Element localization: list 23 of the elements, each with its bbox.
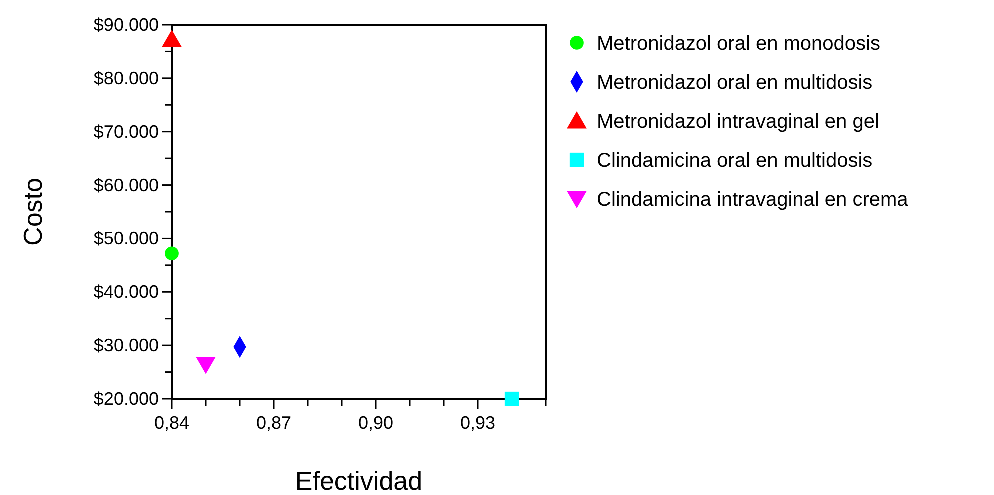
x-tick-label: 0,90 — [358, 413, 394, 433]
legend-label: Metronidazol oral en monodosis — [597, 33, 880, 55]
x-axis-title: Efectividad — [295, 466, 423, 495]
legend-label: Clindamicina intravaginal en crema — [597, 189, 910, 211]
point — [504, 392, 520, 406]
y-tick-label: $20.000 — [94, 389, 159, 409]
legend-label: Clindamicina oral en multidosis — [597, 150, 873, 172]
y-tick-label: $80.000 — [94, 68, 159, 88]
y-tick-label: $90.000 — [94, 15, 159, 35]
y-tick-label: $60.000 — [94, 175, 159, 196]
x-tick-label: 0,93 — [460, 413, 496, 433]
y-tick-label: $70.000 — [94, 122, 159, 142]
y-tick-label: $40.000 — [94, 282, 159, 302]
y-axis-title: Costo — [18, 178, 48, 246]
point — [165, 246, 179, 261]
point — [162, 30, 182, 48]
x-tick-label: 0,84 — [154, 413, 190, 433]
point — [196, 357, 216, 374]
legend-label: Metronidazol oral en multidosis — [597, 72, 873, 94]
y-tick-label: $50.000 — [94, 228, 159, 249]
y-tick-label: $30.000 — [94, 336, 159, 356]
x-tick-label: 0,87 — [256, 413, 292, 433]
legend-label: Metronidazol intravaginal en gel — [597, 111, 880, 133]
